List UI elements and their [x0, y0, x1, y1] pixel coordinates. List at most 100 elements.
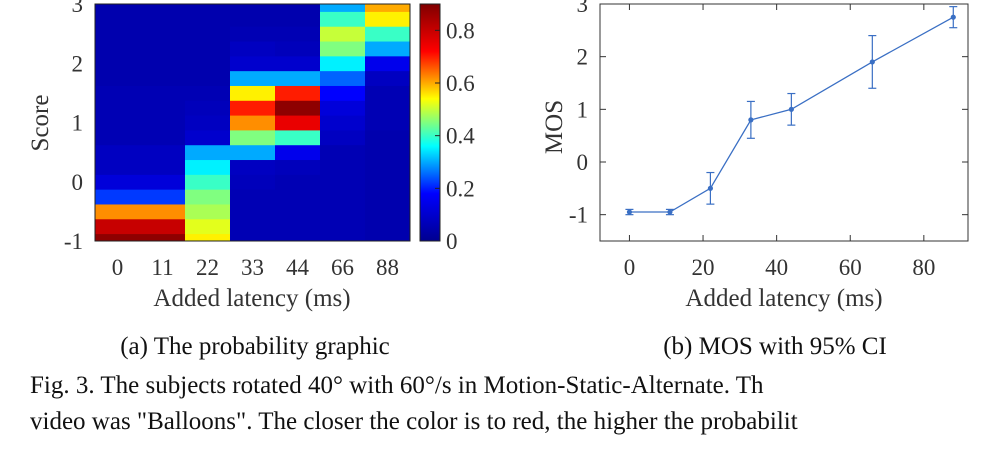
colorbar: [419, 3, 441, 242]
heatmap-cell: [275, 129, 321, 146]
heatmap-cell: [275, 41, 321, 57]
heatmap-cell: [365, 55, 411, 72]
heatmap-cell: [95, 129, 141, 146]
heatmap-cell: [230, 233, 276, 242]
colorbar-tick-label: 0: [446, 229, 458, 254]
heatmap-cell: [230, 55, 276, 72]
heatmap-cell: [320, 100, 366, 116]
heatmap-cell: [95, 4, 141, 12]
heatmap-subcaption: (a) The probability graphic: [120, 333, 390, 360]
heatmap-cell: [185, 233, 231, 242]
heatmap-cell: [275, 4, 321, 12]
heatmap-cell: [230, 144, 276, 161]
heatmap-cell: [95, 55, 141, 72]
heatmap-x-tick-label: 11: [151, 255, 173, 280]
heatmap-cell: [95, 233, 141, 242]
heatmap-x-ticks: 0 11 22 33 44 66 88: [112, 255, 399, 280]
heatmap-cell: [230, 129, 276, 146]
heatmap-cell: [230, 203, 276, 220]
heatmap-cell: [365, 203, 411, 220]
colorbar-tick-label: 0.2: [446, 176, 475, 201]
mos-x-ticks: 0 20 40 60 80: [624, 4, 935, 280]
heatmap-cell: [320, 144, 366, 161]
heatmap-cell: [140, 41, 186, 57]
heatmap-cell: [320, 174, 366, 190]
heatmap-cell: [95, 174, 141, 190]
heatmap-cell: [365, 129, 411, 146]
heatmap-cell: [140, 218, 186, 235]
mos-y-tick-label: 2: [577, 45, 589, 70]
mos-x-label: Added latency (ms): [685, 285, 882, 312]
heatmap-cell: [365, 11, 411, 27]
heatmap-x-tick-label: 44: [286, 255, 310, 280]
heatmap-cell: [95, 203, 141, 220]
heatmap-cell: [275, 115, 321, 131]
heatmap-cell: [140, 70, 186, 86]
colorbar-tick-label: 0.6: [446, 71, 475, 96]
heatmap-cell: [95, 11, 141, 27]
heatmap-cell: [95, 189, 141, 205]
heatmap-cells: [95, 4, 411, 242]
heatmap-frame: [94, 3, 411, 242]
heatmap-cell: [185, 4, 231, 12]
heatmap-cell: [365, 218, 411, 235]
heatmap-cell: [275, 26, 321, 42]
heatmap-cell: [230, 11, 276, 27]
heatmap-cell: [95, 159, 141, 175]
heatmap-cell: [140, 4, 186, 12]
heatmap-cell: [140, 189, 186, 205]
heatmap-cell: [95, 100, 141, 116]
colorbar-tick-label: 0.4: [446, 124, 475, 149]
heatmap-cell: [185, 70, 231, 86]
heatmap-cell: [320, 218, 366, 235]
heatmap-cell: [320, 129, 366, 146]
heatmap-cell: [185, 218, 231, 235]
heatmap-y-tick-label: 1: [72, 111, 84, 136]
heatmap-cell: [230, 85, 276, 101]
heatmap-cell: [230, 159, 276, 175]
heatmap-cell: [365, 189, 411, 205]
heatmap-cell: [140, 11, 186, 27]
mos-data-point: [667, 209, 673, 215]
mos-x-tick-label: 0: [624, 255, 636, 280]
heatmap-cell: [95, 70, 141, 86]
heatmap-cell: [365, 26, 411, 42]
heatmap-cell: [140, 144, 186, 161]
mos-y-tick-label: 0: [577, 150, 589, 175]
mos-x-tick-label: 60: [839, 255, 862, 280]
heatmap-cell: [185, 144, 231, 161]
heatmap-cell: [140, 203, 186, 220]
heatmap-x-tick-label: 66: [331, 255, 354, 280]
mos-data-point: [748, 117, 754, 123]
colorbar-tick-label: 0.8: [446, 18, 475, 43]
mos-data-point: [626, 209, 633, 215]
heatmap-chart: -1 0 1 2 3 0 11 22 33 44 66 88 Score Added latency…: [27, 0, 475, 360]
mos-data-point: [788, 106, 794, 112]
heatmap-x-tick-label: 88: [376, 255, 399, 280]
colorbar-ticks: 0 0.2 0.4 0.6 0.8: [435, 18, 475, 254]
heatmap-x-tick-label: 33: [241, 255, 264, 280]
heatmap-cell: [185, 159, 231, 175]
heatmap-cell: [365, 174, 411, 190]
heatmap-cell: [320, 41, 366, 57]
heatmap-cell: [365, 100, 411, 116]
mos-y-label: MOS: [541, 100, 568, 154]
mos-y-ticks: -1 0 1 2 3: [569, 0, 968, 228]
heatmap-cell: [320, 233, 366, 242]
heatmap-cell: [320, 4, 366, 12]
figure-caption-line-2: video was "Balloons". The closer the col…: [30, 408, 798, 435]
heatmap-y-tick-label: 0: [72, 170, 84, 195]
heatmap-cell: [140, 115, 186, 131]
heatmap-cell: [140, 26, 186, 42]
heatmap-cell: [140, 174, 186, 190]
heatmap-cell: [230, 189, 276, 205]
heatmap-cell: [230, 41, 276, 57]
heatmap-cell: [365, 115, 411, 131]
heatmap-cell: [275, 85, 321, 101]
mos-series: [625, 6, 958, 216]
mos-data-point: [869, 59, 875, 65]
heatmap-cell: [365, 159, 411, 175]
heatmap-cell: [320, 203, 366, 220]
heatmap-cell: [320, 26, 366, 42]
